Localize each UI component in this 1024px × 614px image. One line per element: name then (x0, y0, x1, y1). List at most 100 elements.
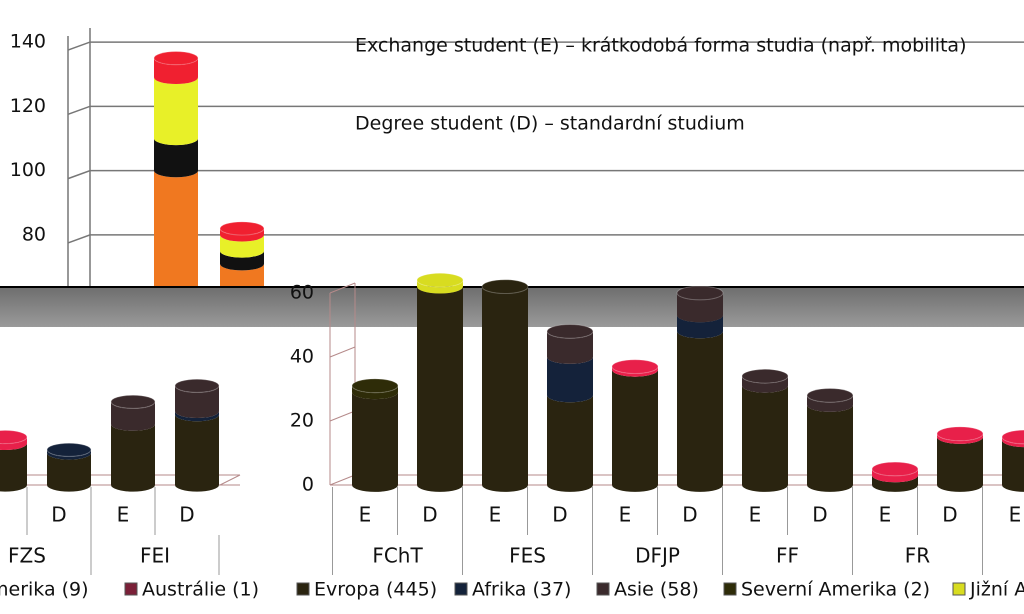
legend-label: Asie (58) (614, 579, 699, 601)
bar-segment (1002, 437, 1024, 448)
x-tick-label: D (552, 503, 567, 527)
legend-label: Afrika (37) (472, 579, 571, 601)
bar-cap (110, 394, 156, 409)
grid-line (67, 234, 1024, 244)
bar-segment (677, 293, 723, 323)
bar-cap (174, 378, 220, 393)
x-tick-label: D (179, 503, 194, 527)
bar-segment (807, 405, 853, 492)
y-tick-label: 20 (290, 410, 314, 432)
bar-segment (872, 469, 918, 483)
bar-cap (611, 359, 659, 375)
group-label: FF (776, 544, 799, 568)
x-tick-label: E (359, 503, 372, 527)
bar-cap (153, 51, 199, 66)
bar-segment (937, 437, 983, 492)
bar-cap (0, 429, 28, 445)
bar-segment (220, 263, 264, 287)
legend-swatch (454, 582, 468, 596)
bar-segment (677, 331, 723, 492)
y-tick-label: 100 (10, 159, 46, 181)
group-label: FZS (8, 544, 46, 568)
grid-line (67, 169, 1024, 180)
bar-segment (937, 433, 983, 444)
group-label: FChT (372, 544, 423, 568)
bar-segment (0, 443, 27, 492)
bar-segment (175, 385, 219, 418)
bar-segment (0, 437, 27, 450)
legend-swatch (124, 582, 138, 596)
bar-cap (871, 461, 919, 477)
bar-segment (547, 331, 593, 364)
grid-line (67, 41, 1024, 51)
x-tick-label: E (489, 503, 502, 527)
bar-segment (482, 286, 528, 492)
bar-segment (612, 366, 658, 377)
grid-line (329, 410, 356, 422)
bar-cap (1001, 429, 1024, 445)
bar-cap (416, 272, 464, 288)
legend-swatch (952, 582, 966, 596)
bar-cap (46, 442, 92, 457)
legend-label: Amerika (9) (0, 579, 89, 601)
y-tick-label: 60 (290, 282, 314, 304)
annotation: Degree student (D) – standardní studium (355, 113, 745, 135)
x-tick-label: D (812, 503, 827, 527)
y-tick-label: 120 (10, 95, 46, 117)
bar-segment (154, 58, 198, 85)
grid-line (329, 346, 356, 358)
x-tick-label: D (682, 503, 697, 527)
legend-label: Jižní A (969, 579, 1024, 601)
bar-cap (351, 378, 399, 394)
bar-cap (546, 324, 594, 339)
legend-swatch (296, 582, 310, 596)
y-tick-label: 80 (22, 223, 46, 245)
grid-line (329, 282, 356, 294)
bar-segment (352, 392, 398, 492)
group-label: FES (509, 544, 546, 568)
annotation: Exchange student (E) – krátkodobá forma … (355, 35, 966, 57)
x-tick-label: E (879, 503, 892, 527)
x-tick-label: E (749, 503, 762, 527)
bar-cap (936, 426, 984, 442)
group-label: FEI (140, 544, 170, 568)
bar-segment (111, 424, 155, 492)
top-chart: 80 100 120 140 Exchange student (E) – krátko… (10, 28, 1024, 287)
bar-segment (154, 77, 198, 146)
bar-segment (417, 280, 464, 294)
y-tick-label: 140 (10, 31, 46, 53)
grid-line (67, 105, 1024, 116)
x-tick-label: E (619, 503, 632, 527)
legend-label: Severní Amerika (2) (741, 579, 930, 601)
x-tick-label: E (1009, 503, 1022, 527)
bar-segment (175, 414, 219, 492)
x-tick-label: E (117, 503, 130, 527)
bar-segment (742, 376, 788, 393)
bar-cap (676, 285, 724, 301)
bar-segment (547, 357, 593, 403)
bar-segment (677, 315, 723, 339)
legend-swatch (596, 582, 610, 596)
bar-cap (481, 279, 529, 295)
legend-label: Austrálie (1) (142, 579, 259, 601)
group-label: FR (905, 544, 931, 568)
bar-segment (1002, 440, 1024, 492)
bar-segment (220, 250, 264, 271)
grid-line (329, 474, 356, 486)
bar-segment (220, 228, 264, 242)
bar-cap (806, 388, 854, 403)
bar-segment (612, 369, 658, 492)
bar-cap (741, 368, 789, 384)
y-tick-label: 40 (290, 346, 314, 368)
bar-segment (547, 395, 593, 492)
bar-segment (47, 453, 91, 492)
x-tick-label: D (51, 503, 66, 527)
bar-segment (807, 395, 853, 412)
bottom-charts: DEDFZSFEIAmerika (9)Austrálie (1)0204060… (0, 272, 1024, 601)
bar-segment (47, 449, 91, 460)
legend-swatch (723, 582, 737, 596)
bar-segment (175, 411, 219, 422)
bar-segment (417, 286, 464, 492)
